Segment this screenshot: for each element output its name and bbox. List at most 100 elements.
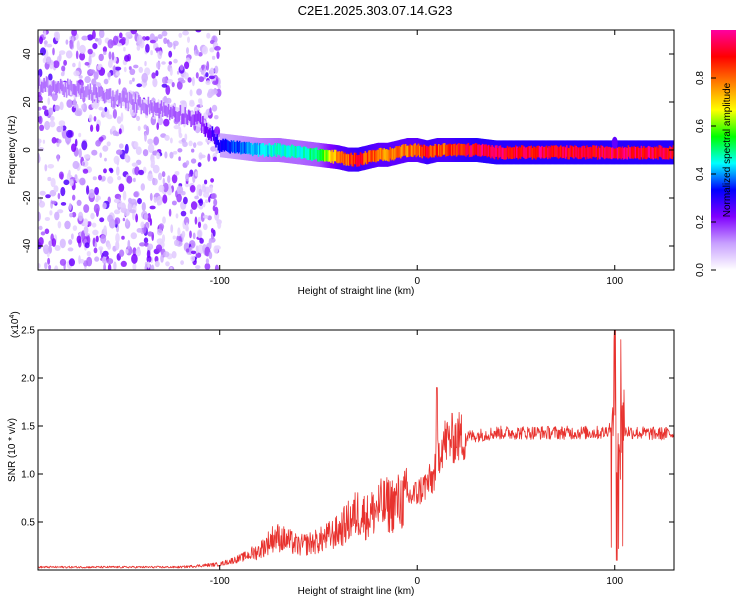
noise-blob <box>157 201 161 206</box>
ridge-cell <box>397 146 400 158</box>
noise-blob <box>84 242 90 249</box>
noise-blob <box>44 120 51 131</box>
ridge-cell <box>61 80 63 92</box>
ridge-cell <box>182 113 184 124</box>
ridge-cell <box>643 146 645 158</box>
snr-scale-label: (x104) <box>9 311 21 338</box>
ridge-cell <box>494 145 497 157</box>
noise-blob <box>75 178 80 183</box>
ridge-cell <box>423 144 426 157</box>
noise-blob <box>205 258 209 264</box>
ridge-cell <box>564 147 567 159</box>
ridge-cell <box>230 140 233 152</box>
ridge-cell <box>455 145 458 157</box>
noise-blob <box>124 55 130 62</box>
noise-blob <box>157 49 163 60</box>
ridge-cell <box>184 107 186 118</box>
ridge-cell <box>44 81 47 92</box>
noise-blob <box>54 104 60 112</box>
ridge-cell <box>587 147 589 159</box>
ridge-cell <box>151 102 153 113</box>
noise-blob <box>93 247 98 254</box>
ridge-cell <box>417 143 420 156</box>
ridge-cell <box>75 86 77 97</box>
noise-blob <box>174 239 179 246</box>
ridge-cell <box>497 148 499 160</box>
noise-blob <box>83 154 91 159</box>
ridge-cell <box>65 87 68 98</box>
ridge-cell <box>391 148 394 160</box>
noise-blob <box>201 185 207 193</box>
ridge-cell <box>49 84 51 96</box>
ridge-cell <box>358 154 361 167</box>
x-tick-label: -100 <box>210 576 230 587</box>
ridge-cell <box>510 147 512 160</box>
noise-blob <box>217 221 222 229</box>
ridge-cell <box>125 97 127 109</box>
ridge-cell <box>334 149 337 162</box>
noise-blob <box>95 140 101 147</box>
noise-blob <box>82 168 89 174</box>
ridge-cell <box>580 147 582 160</box>
ridge-cell <box>209 127 211 139</box>
noise-blob <box>95 197 99 203</box>
noise-blob <box>38 225 43 231</box>
ridge-cell <box>158 107 160 119</box>
ridge-cell <box>195 111 197 122</box>
noise-blob <box>114 209 119 214</box>
ridge-cell <box>535 148 537 160</box>
x-tick-label: 100 <box>606 276 623 287</box>
ridge-cell <box>566 145 568 157</box>
ridge-cell <box>291 144 293 156</box>
ridge-cell <box>652 148 655 160</box>
ridge-cell <box>504 148 506 160</box>
ridge-cell <box>648 146 651 158</box>
ridge-cell <box>370 150 372 163</box>
noise-blob <box>47 176 52 182</box>
ridge-cell <box>530 145 532 158</box>
ridge-cell <box>276 142 279 155</box>
ridge-cell <box>208 129 210 140</box>
noise-blob <box>130 232 137 240</box>
ridge-cell <box>458 143 460 155</box>
ridge-cell <box>596 148 599 160</box>
noise-blob <box>198 198 204 206</box>
noise-blob <box>141 72 148 83</box>
noise-blob <box>163 118 170 127</box>
ridge-cell <box>90 90 93 101</box>
ridge-cell <box>548 146 550 158</box>
ridge-cell <box>395 146 397 158</box>
noise-blob <box>178 132 183 139</box>
ridge-cell <box>383 148 385 160</box>
noise-blob <box>121 36 126 43</box>
ridge-cell <box>282 144 285 157</box>
noise-blob <box>112 35 119 46</box>
ridge-cell <box>631 146 633 158</box>
ridge-cell <box>236 140 239 153</box>
ridge-cell <box>119 92 121 104</box>
ridge-cell <box>317 150 319 162</box>
ridge-cell <box>254 142 256 155</box>
colorbar-tick-label: 0.6 <box>695 119 706 133</box>
ridge-cell <box>472 143 474 156</box>
ridge-cell <box>272 144 274 157</box>
ridge-cell <box>432 145 434 158</box>
noise-blob <box>205 80 211 85</box>
ridge-cell <box>108 88 111 100</box>
noise-blob <box>167 175 171 184</box>
noise-blob <box>118 143 124 149</box>
y-tick-label: 2.5 <box>21 326 35 337</box>
noise-blob <box>133 64 139 69</box>
noise-blob <box>88 55 92 66</box>
ridge-cell <box>659 145 662 157</box>
noise-blob <box>208 196 211 203</box>
noise-blob <box>115 240 120 251</box>
noise-blob <box>92 43 98 50</box>
noise-blob <box>147 173 154 182</box>
noise-blob <box>94 187 99 195</box>
ridge-cell <box>231 141 234 153</box>
noise-blob <box>157 228 163 236</box>
ridge-cell <box>387 149 389 162</box>
ridge-cell <box>435 144 438 156</box>
ridge-cell <box>378 148 381 160</box>
